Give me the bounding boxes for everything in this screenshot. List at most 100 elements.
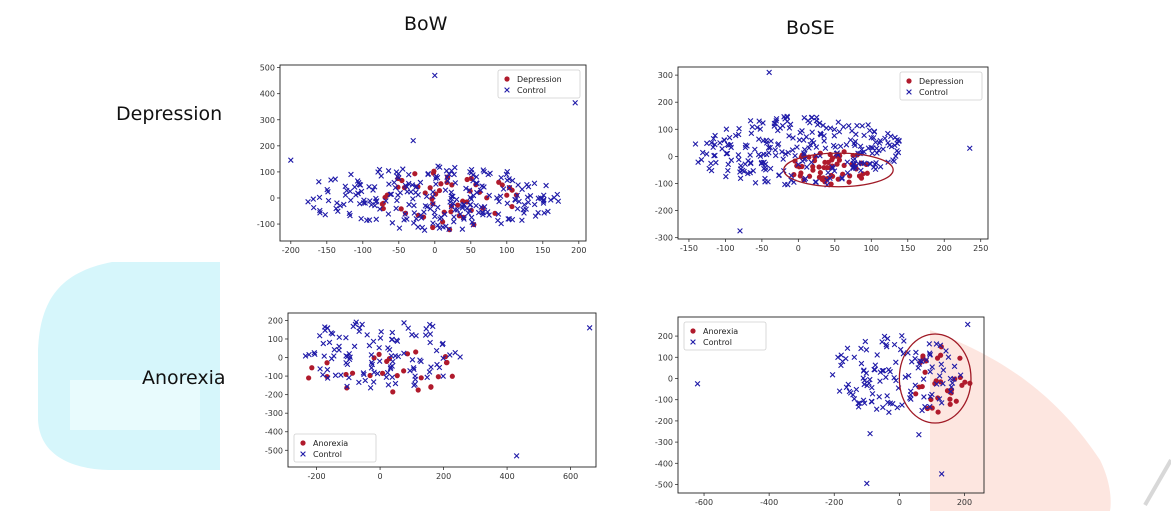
data-point bbox=[821, 138, 827, 144]
data-point bbox=[922, 403, 928, 410]
data-point bbox=[434, 204, 441, 211]
y-tick-label: 100 bbox=[658, 353, 673, 362]
legend-label: Control bbox=[517, 86, 546, 95]
data-point bbox=[926, 350, 933, 356]
data-point bbox=[481, 184, 487, 190]
data-point bbox=[880, 404, 886, 411]
y-tick-label: 300 bbox=[260, 116, 275, 125]
data-point bbox=[373, 216, 380, 223]
data-point bbox=[392, 184, 399, 191]
data-point bbox=[822, 145, 829, 152]
data-point bbox=[870, 134, 877, 141]
data-point bbox=[336, 334, 343, 341]
data-point bbox=[938, 471, 945, 477]
data-point bbox=[427, 331, 434, 337]
data-point bbox=[351, 184, 358, 190]
data-point bbox=[831, 126, 838, 133]
data-point bbox=[708, 139, 715, 146]
data-point bbox=[850, 165, 856, 172]
data-point bbox=[378, 328, 384, 335]
data-point bbox=[371, 184, 378, 190]
data-point bbox=[835, 354, 841, 361]
data-point bbox=[433, 181, 439, 187]
data-point bbox=[868, 134, 875, 141]
data-point bbox=[872, 362, 879, 368]
data-point bbox=[461, 216, 467, 222]
data-point bbox=[748, 130, 755, 137]
data-point bbox=[840, 124, 847, 130]
data-point bbox=[756, 118, 762, 124]
column-title-bose: BoSE bbox=[786, 17, 835, 39]
data-point bbox=[409, 331, 415, 338]
data-point bbox=[375, 169, 381, 175]
data-point bbox=[317, 366, 323, 372]
data-point bbox=[460, 202, 467, 208]
data-point bbox=[432, 72, 438, 79]
legend-box bbox=[293, 433, 377, 463]
data-point bbox=[876, 394, 882, 400]
data-point bbox=[431, 209, 438, 216]
x-tick-label: 100 bbox=[499, 246, 514, 255]
data-point bbox=[524, 194, 531, 201]
data-point bbox=[376, 358, 383, 364]
data-point bbox=[831, 168, 838, 174]
data-point bbox=[813, 114, 820, 121]
data-point bbox=[755, 151, 762, 158]
data-point bbox=[424, 203, 430, 210]
data-point bbox=[480, 209, 486, 216]
data-point bbox=[376, 351, 382, 357]
row-title-depression: Depression bbox=[116, 103, 223, 125]
data-point bbox=[514, 192, 521, 199]
data-point bbox=[385, 211, 392, 217]
data-point bbox=[873, 406, 880, 412]
data-point bbox=[496, 179, 502, 185]
y-tick-label: 100 bbox=[260, 168, 275, 177]
legend-marker bbox=[300, 451, 306, 457]
data-point bbox=[887, 368, 893, 375]
data-point bbox=[413, 349, 419, 355]
legend-label: Control bbox=[313, 450, 342, 459]
data-point bbox=[504, 200, 511, 207]
data-point bbox=[728, 157, 735, 164]
data-point bbox=[883, 374, 889, 381]
data-point bbox=[388, 191, 395, 198]
highlight-ellipse bbox=[783, 152, 894, 188]
data-point bbox=[719, 146, 725, 152]
data-point bbox=[756, 136, 762, 142]
data-point bbox=[892, 153, 899, 159]
watermark-cyan-shape-2 bbox=[70, 380, 200, 430]
data-point bbox=[806, 145, 812, 151]
data-point bbox=[870, 164, 877, 170]
legend-marker bbox=[690, 328, 696, 334]
data-point bbox=[473, 202, 479, 209]
data-point bbox=[470, 177, 476, 184]
data-point bbox=[836, 388, 843, 394]
data-point bbox=[877, 164, 884, 170]
chart-bow-anorexia: -200 0 200 400 600 -500 -400 -300 -200 -100 0 100 20… bbox=[252, 308, 602, 488]
data-point bbox=[418, 375, 424, 381]
y-tick-label: 500 bbox=[260, 64, 275, 73]
data-point bbox=[809, 129, 815, 135]
data-point bbox=[883, 341, 890, 348]
data-point bbox=[413, 215, 420, 222]
data-point bbox=[765, 144, 772, 151]
data-point bbox=[725, 167, 731, 174]
legend-marker bbox=[504, 76, 510, 82]
data-point bbox=[851, 354, 858, 361]
data-point bbox=[429, 323, 436, 330]
data-point bbox=[792, 152, 798, 159]
data-point bbox=[801, 146, 808, 153]
y-tick-label: 0 bbox=[668, 374, 673, 383]
data-point bbox=[957, 372, 964, 378]
data-point bbox=[480, 167, 487, 173]
data-point bbox=[891, 158, 897, 165]
data-point bbox=[430, 189, 436, 195]
data-point bbox=[387, 365, 394, 372]
data-point bbox=[317, 207, 323, 214]
data-point bbox=[712, 152, 718, 159]
data-point bbox=[320, 371, 326, 378]
data-point bbox=[515, 182, 521, 188]
data-point bbox=[433, 347, 440, 354]
data-point bbox=[913, 349, 919, 356]
data-point bbox=[324, 325, 331, 331]
